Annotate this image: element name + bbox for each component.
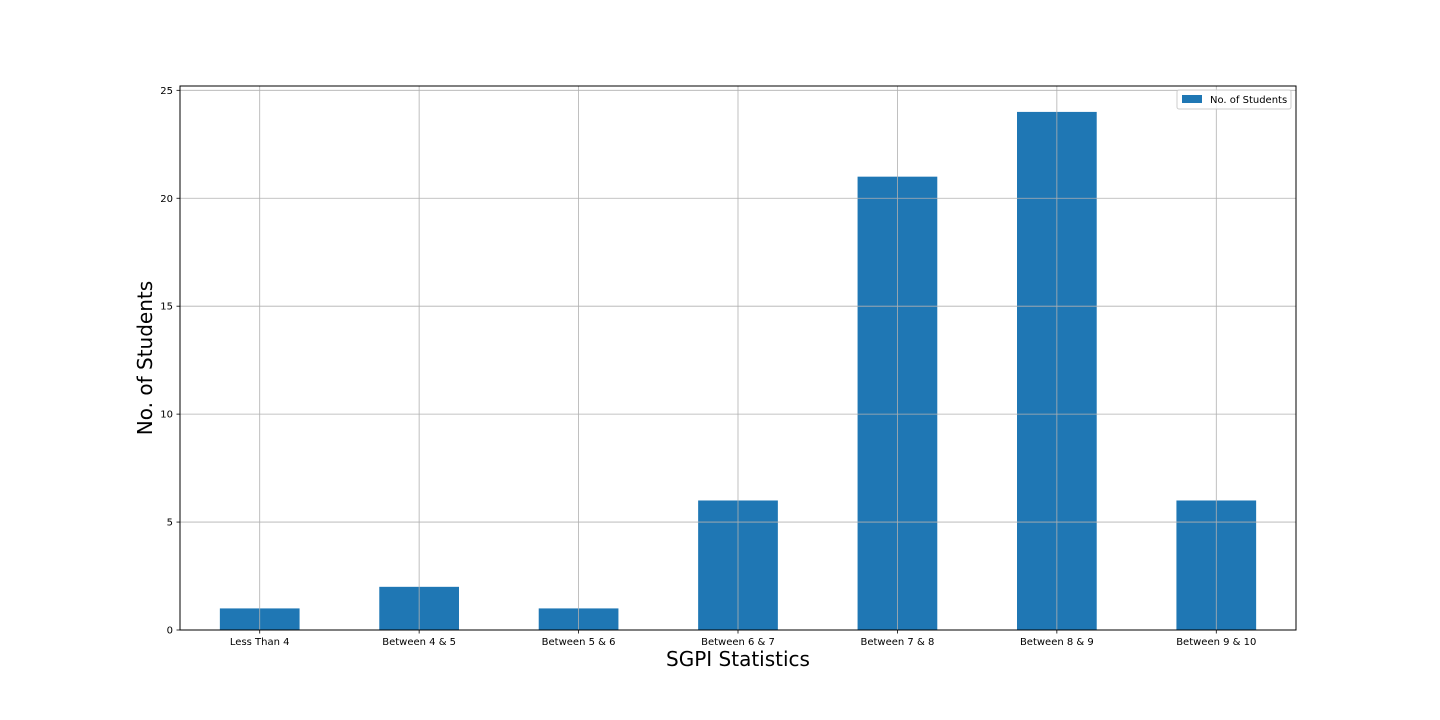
x-tick-label: Between 6 & 7 bbox=[701, 637, 775, 648]
grid-lines bbox=[180, 86, 1296, 631]
legend: No. of Students bbox=[1176, 89, 1292, 110]
legend-swatch bbox=[1182, 95, 1202, 103]
y-tick-label: 5 bbox=[167, 518, 173, 529]
legend-frame bbox=[1176, 89, 1292, 110]
y-tick-label: 15 bbox=[160, 302, 173, 313]
x-tick-label: Between 9 & 10 bbox=[1176, 637, 1256, 648]
y-tick-label: 25 bbox=[160, 86, 173, 97]
x-tick-label: Between 5 & 6 bbox=[542, 637, 616, 648]
x-tick-label: Less Than 4 bbox=[230, 637, 290, 648]
x-axis-ticks: Less Than 4 Between 4 & 5 Between 5 & 6 Bet… bbox=[230, 630, 1256, 648]
x-tick-label: Between 7 & 8 bbox=[861, 637, 935, 648]
y-axis-ticks: 0 5 10 15 20 25 bbox=[160, 86, 180, 637]
x-tick-label: Between 8 & 9 bbox=[1020, 637, 1094, 648]
x-axis-title: SGPI Statistics bbox=[666, 647, 810, 671]
y-tick-label: 10 bbox=[160, 410, 173, 421]
legend-label: No. of Students bbox=[1210, 95, 1287, 106]
y-axis-title: No. of Students bbox=[133, 281, 157, 435]
y-tick-label: 20 bbox=[160, 194, 173, 205]
y-tick-label: 0 bbox=[167, 626, 173, 637]
x-tick-label: Between 4 & 5 bbox=[382, 637, 456, 648]
